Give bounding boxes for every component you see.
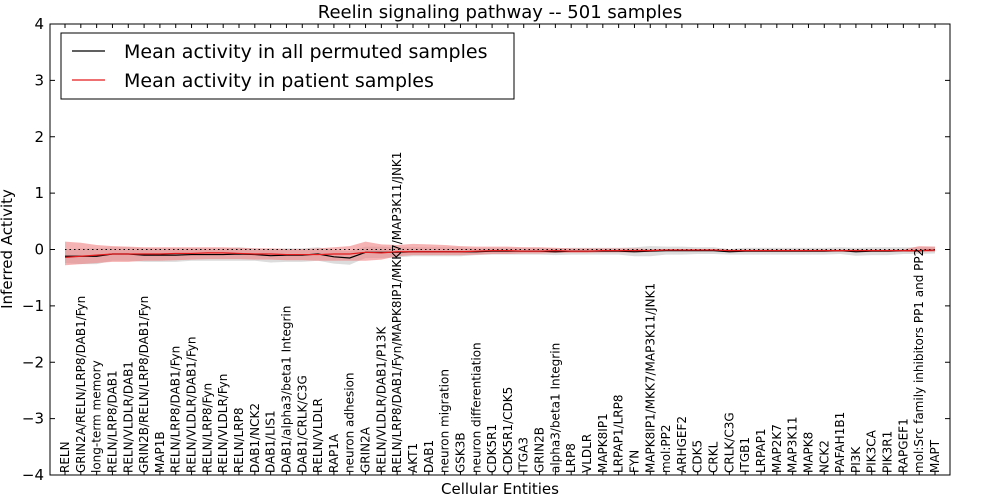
series-lines [64, 249, 936, 259]
x-category-label: alpha3/beta1 Integrin [548, 343, 562, 473]
x-category-label: GRIN2A [359, 426, 373, 473]
x-category-label: LRP8 [564, 443, 578, 473]
x-category-label: CDK5R1/CDK5 [501, 387, 515, 473]
x-category-label: mol:PP2 [659, 424, 673, 473]
x-category-label: MAP2K7 [770, 424, 784, 473]
x-category-label: MAP1B [153, 431, 167, 473]
x-category-label: CDK5 [691, 440, 705, 473]
x-category-label: CDK5R1 [485, 424, 499, 473]
x-category-label: RELN/LRP8/Fyn [200, 383, 214, 473]
y-tick-label: −4 [22, 466, 44, 484]
x-category-label: RELN/LRP8/DAB1/Fyn [169, 346, 183, 473]
legend: Mean activity in all permuted samples Me… [60, 32, 515, 100]
y-tick-label: −1 [22, 297, 44, 315]
x-category-label: RELN/LRP8/DAB1/Fyn/MAPK8IP1/MKK7/MAP3K11… [390, 152, 404, 473]
x-category-label: RELN/VLDLR/DAB1 [121, 361, 135, 473]
x-category-label: RELN/VLDLR [311, 398, 325, 473]
x-category-label: DAB1/LIS1 [264, 410, 278, 473]
x-category-label: RAP1A [327, 433, 341, 473]
y-tick-label: −3 [22, 410, 44, 428]
y-tick-label: 1 [34, 184, 44, 202]
x-category-label: PIK3CA [865, 429, 879, 473]
x-category-label: RELN/VLDLR/DAB1/Fyn [185, 337, 199, 473]
x-category-label: neuron adhesion [343, 372, 357, 473]
x-category-label: RELN/LRP8/DAB1 [105, 370, 119, 473]
x-category-label: PIK3R1 [881, 431, 895, 473]
x-category-label: PAFAH1B1 [833, 412, 847, 473]
x-category-label: DAB1/alpha3/beta1 Integrin [279, 306, 293, 473]
x-category-label: MAP3K11 [786, 416, 800, 473]
x-category-label: ARHGEF2 [675, 416, 689, 473]
x-category-label: RAPGEF1 [896, 418, 910, 473]
x-axis: RELN GRIN2A/RELN/LRP8/DAB1/Fyn long-term m… [58, 24, 942, 475]
y-axis: −4 −3 −2 −1 0 1 2 3 4 [22, 15, 950, 484]
x-category-label: MAPT [928, 439, 942, 473]
legend-box [60, 32, 515, 100]
chart-title: Reelin signaling pathway -- 501 samples [318, 2, 682, 23]
x-category-label: VLDLR [580, 434, 594, 473]
x-category-label: MAPK8IP1 [596, 413, 610, 473]
x-category-label: DAB1/CRLK/C3G [295, 375, 309, 473]
y-tick-label: 0 [34, 241, 44, 259]
x-category-label: ITGA3 [517, 437, 531, 473]
line-patient-mean [64, 249, 936, 258]
x-category-label: LRPAP1/LRP8 [612, 394, 626, 473]
x-category-label: MAPK8 [801, 432, 815, 473]
x-category-label: PI3K [849, 446, 863, 473]
x-category-label: neuron differentiation [469, 342, 483, 473]
x-category-label: CRKL [707, 441, 721, 473]
x-category-label: NCK2 [817, 440, 831, 473]
x-category-label: long-term memory [90, 360, 104, 473]
x-category-label: MAPK8IP1/MKK7/MAP3K11/JNK1 [643, 283, 657, 473]
x-category-label: GRIN2A/RELN/LRP8/DAB1/Fyn [74, 296, 88, 473]
x-category-label: mol:Src family inhibitors PP1 and PP2 [912, 249, 926, 473]
x-category-label: RELN/LRP8 [232, 407, 246, 473]
legend-label-permuted: Mean activity in all permuted samples [124, 41, 487, 63]
x-category-label: CRLK/C3G [722, 412, 736, 473]
x-category-label: GSK3B [453, 432, 467, 473]
y-axis-title: Inferred Activity [0, 189, 16, 309]
x-category-label: ITGB1 [738, 437, 752, 473]
y-tick-label: 4 [34, 15, 44, 33]
y-tick-label: 3 [34, 71, 44, 89]
x-axis-title: Cellular Entities [441, 480, 559, 498]
x-category-label: RELN [58, 441, 72, 473]
x-category-label: GRIN2B/RELN/LRP8/DAB1/Fyn [137, 296, 151, 473]
x-category-label: GRIN2B [533, 427, 547, 473]
x-category-label: RELN/VLDLR/DAB1/P13K [374, 326, 388, 473]
x-category-label: RELN/VLDLR/Fyn [216, 374, 230, 473]
x-category-label: DAB1/NCK2 [248, 403, 262, 473]
x-category-label: FYN [627, 450, 641, 473]
x-category-label: DAB1 [422, 440, 436, 473]
x-category-label: AKT1 [406, 443, 420, 473]
band-patient [65, 241, 935, 266]
x-category-label: neuron migration [438, 369, 452, 473]
x-category-label: LRPAP1 [754, 428, 768, 473]
y-tick-label: −2 [22, 353, 44, 371]
legend-label-patient: Mean activity in patient samples [124, 70, 434, 92]
y-tick-label: 2 [34, 128, 44, 146]
